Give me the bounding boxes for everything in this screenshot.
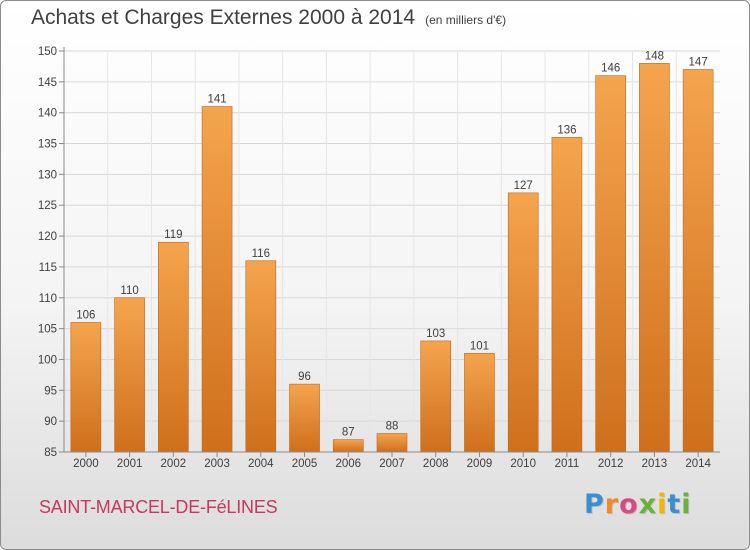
data-label: 136 — [557, 124, 576, 136]
logo-letter: i — [681, 489, 692, 520]
bar — [376, 433, 408, 453]
chart-title: Achats et Charges Externes 2000 à 2014 (e… — [31, 6, 506, 30]
x-tick-label: 2000 — [73, 458, 99, 470]
data-label: 127 — [514, 180, 533, 192]
y-tick-label: 115 — [39, 262, 57, 274]
x-tick-label: 2006 — [335, 458, 361, 470]
data-label: 116 — [252, 248, 270, 260]
bar — [332, 439, 364, 453]
data-label: 88 — [386, 420, 399, 432]
axes — [59, 47, 720, 457]
y-tick-label: 95 — [44, 385, 57, 397]
data-label: 147 — [689, 57, 708, 69]
x-tick-label: 2014 — [685, 458, 711, 470]
bar — [158, 241, 189, 453]
data-label: 146 — [601, 63, 620, 75]
data-label: 148 — [645, 50, 664, 62]
y-tick-label: 120 — [38, 231, 57, 243]
labels: 85 90 95 100 105 110 115 120 125 130 135 140 145 150 1… — [38, 46, 712, 470]
data-label: 141 — [207, 94, 226, 106]
data-label: 103 — [426, 328, 445, 340]
y-tick-label: 85 — [44, 447, 57, 459]
logo-letter: t — [667, 489, 682, 520]
logo-letter: o — [619, 489, 639, 520]
x-tick-label: 2013 — [642, 458, 668, 470]
bar — [289, 383, 320, 453]
y-tick-label: 135 — [38, 139, 57, 151]
bar — [595, 75, 626, 453]
bar — [464, 352, 495, 453]
x-tick-label: 2008 — [423, 458, 449, 470]
x-tick-label: 2003 — [204, 458, 230, 470]
data-label: 119 — [164, 229, 182, 241]
x-tick-label: 2005 — [292, 458, 318, 470]
bar — [507, 192, 539, 453]
logo-letter: x — [638, 489, 658, 520]
proxiti-logo: Proxiti — [584, 489, 692, 520]
bar — [70, 322, 102, 453]
y-tick-label: 100 — [38, 354, 57, 366]
bar — [114, 297, 145, 453]
chart-unit: (en milliers d'€) — [425, 13, 507, 27]
y-tick-label: 150 — [38, 46, 57, 58]
bar — [420, 340, 452, 453]
x-tick-label: 2007 — [379, 458, 405, 470]
logo-letter: P — [584, 489, 605, 520]
bar — [201, 106, 233, 453]
place-name: SAINT-MARCEL-DE-FéLINES — [39, 497, 278, 517]
x-tick-label: 2004 — [248, 458, 274, 470]
y-tick-label: 110 — [39, 293, 57, 305]
x-tick-label: 2009 — [467, 458, 493, 470]
y-tick-label: 130 — [38, 169, 57, 181]
y-tick-label: 105 — [38, 324, 57, 336]
data-label: 106 — [76, 309, 95, 321]
logo-letter: r — [604, 489, 620, 520]
data-label: 110 — [120, 285, 138, 297]
data-label: 101 — [470, 340, 489, 352]
y-tick-label: 90 — [44, 416, 57, 428]
y-tick-label: 140 — [38, 108, 57, 120]
bars — [70, 63, 714, 453]
x-tick-label: 2010 — [510, 458, 536, 470]
y-tick-label: 125 — [38, 200, 57, 212]
y-tick-label: 145 — [38, 77, 57, 89]
x-tick-label: 2001 — [117, 458, 143, 470]
bar — [245, 260, 277, 453]
x-tick-label: 2012 — [598, 458, 624, 470]
x-tick-label: 2002 — [161, 458, 187, 470]
bar — [682, 69, 714, 453]
bar — [639, 63, 670, 453]
logo-letter: i — [657, 489, 668, 520]
x-tick-label: 2011 — [555, 458, 580, 470]
data-label: 87 — [342, 427, 355, 439]
data-label: 96 — [298, 371, 311, 383]
chart-title-text: Achats et Charges Externes 2000 à 2014 — [31, 6, 416, 29]
bar — [551, 137, 583, 453]
